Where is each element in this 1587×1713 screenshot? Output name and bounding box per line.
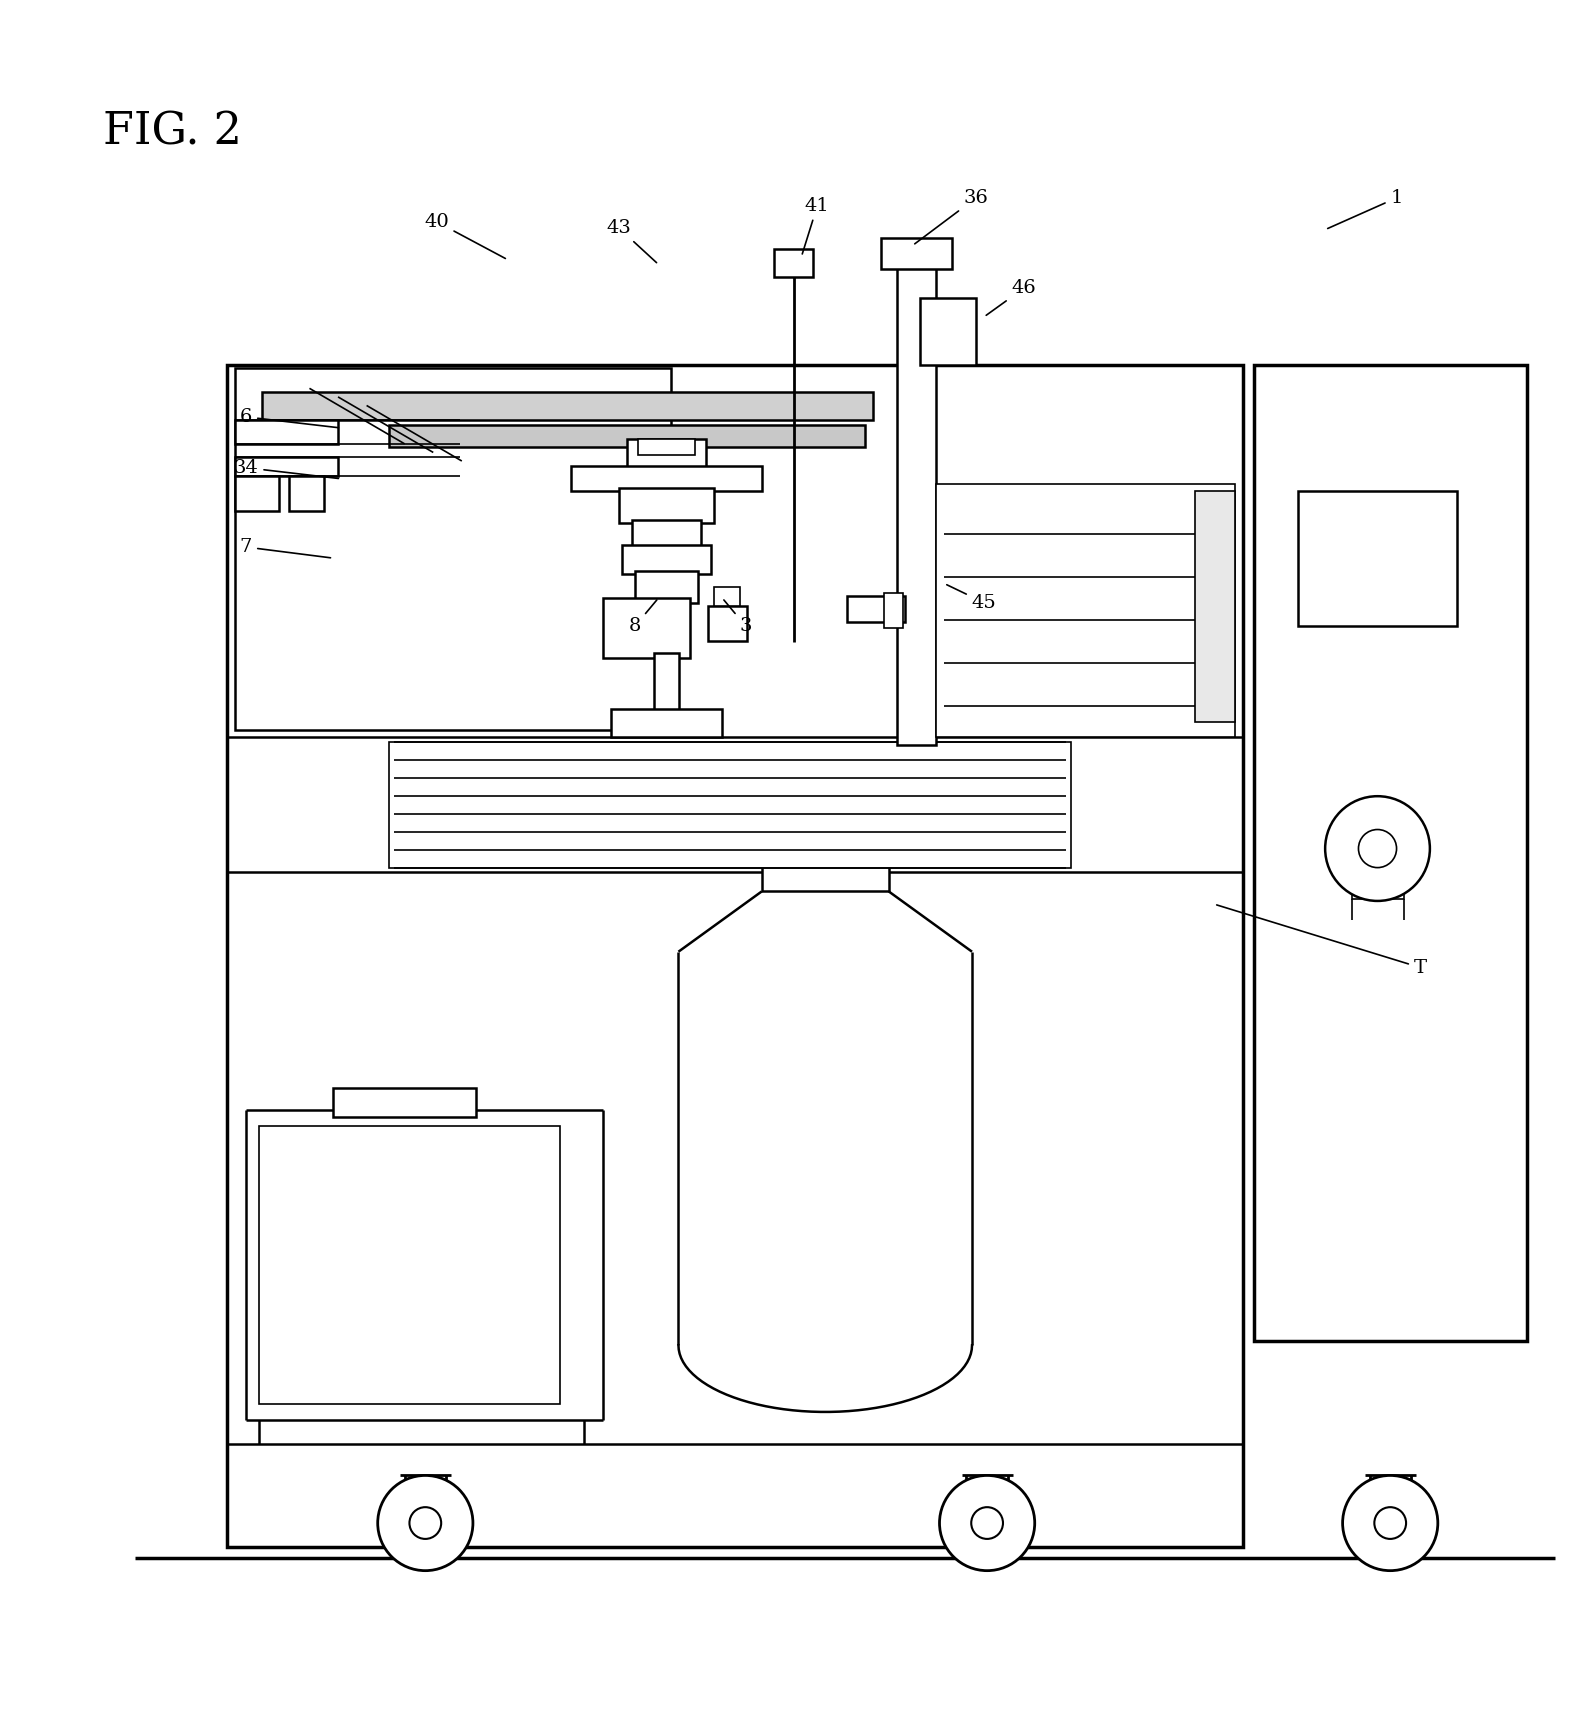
Circle shape — [1358, 829, 1397, 867]
Text: 6: 6 — [240, 408, 338, 428]
Circle shape — [1325, 797, 1430, 901]
Bar — [235, 368, 671, 730]
Text: FIG. 2: FIG. 2 — [103, 111, 243, 154]
Bar — [603, 598, 690, 658]
Bar — [289, 476, 324, 510]
Bar — [627, 439, 706, 468]
Bar — [762, 841, 889, 891]
Circle shape — [409, 1507, 441, 1538]
Bar — [647, 452, 686, 603]
Bar — [235, 457, 338, 476]
Bar — [1195, 492, 1235, 721]
Bar — [571, 466, 762, 492]
Text: 46: 46 — [986, 279, 1036, 315]
Text: 45: 45 — [947, 584, 997, 612]
Bar — [881, 238, 952, 269]
Bar — [920, 298, 976, 365]
Text: 3: 3 — [724, 600, 752, 636]
Text: 1: 1 — [1328, 188, 1403, 228]
Bar — [897, 254, 936, 745]
Bar — [884, 593, 903, 629]
Bar — [235, 420, 338, 444]
Circle shape — [378, 1475, 473, 1571]
Bar — [635, 570, 698, 603]
Bar — [262, 392, 873, 420]
Circle shape — [971, 1507, 1003, 1538]
Bar — [632, 521, 701, 548]
Bar — [708, 606, 747, 641]
Circle shape — [1343, 1475, 1438, 1571]
Text: 40: 40 — [424, 212, 505, 259]
Text: 8: 8 — [628, 600, 657, 636]
Circle shape — [1374, 1507, 1406, 1538]
Bar — [389, 425, 865, 447]
Bar — [936, 483, 1235, 738]
Bar — [259, 1125, 560, 1405]
Text: 34: 34 — [233, 459, 338, 478]
Bar — [847, 596, 905, 622]
Text: T: T — [1217, 904, 1427, 976]
Bar — [1352, 870, 1404, 899]
Bar — [654, 653, 679, 714]
Bar — [333, 1088, 476, 1117]
Bar — [1254, 365, 1527, 1341]
Bar — [622, 545, 711, 574]
Bar — [389, 742, 1071, 867]
Bar — [1298, 492, 1457, 627]
Bar — [765, 812, 886, 841]
Bar — [619, 488, 714, 522]
Circle shape — [940, 1475, 1035, 1571]
Bar — [638, 439, 695, 456]
Bar — [774, 248, 813, 278]
Bar — [227, 365, 1243, 1547]
Bar — [235, 476, 279, 510]
Text: 41: 41 — [803, 197, 830, 254]
Bar — [714, 588, 740, 606]
Text: 43: 43 — [606, 219, 657, 262]
Bar — [611, 709, 722, 738]
Text: 7: 7 — [240, 538, 330, 558]
Text: 36: 36 — [914, 188, 989, 243]
